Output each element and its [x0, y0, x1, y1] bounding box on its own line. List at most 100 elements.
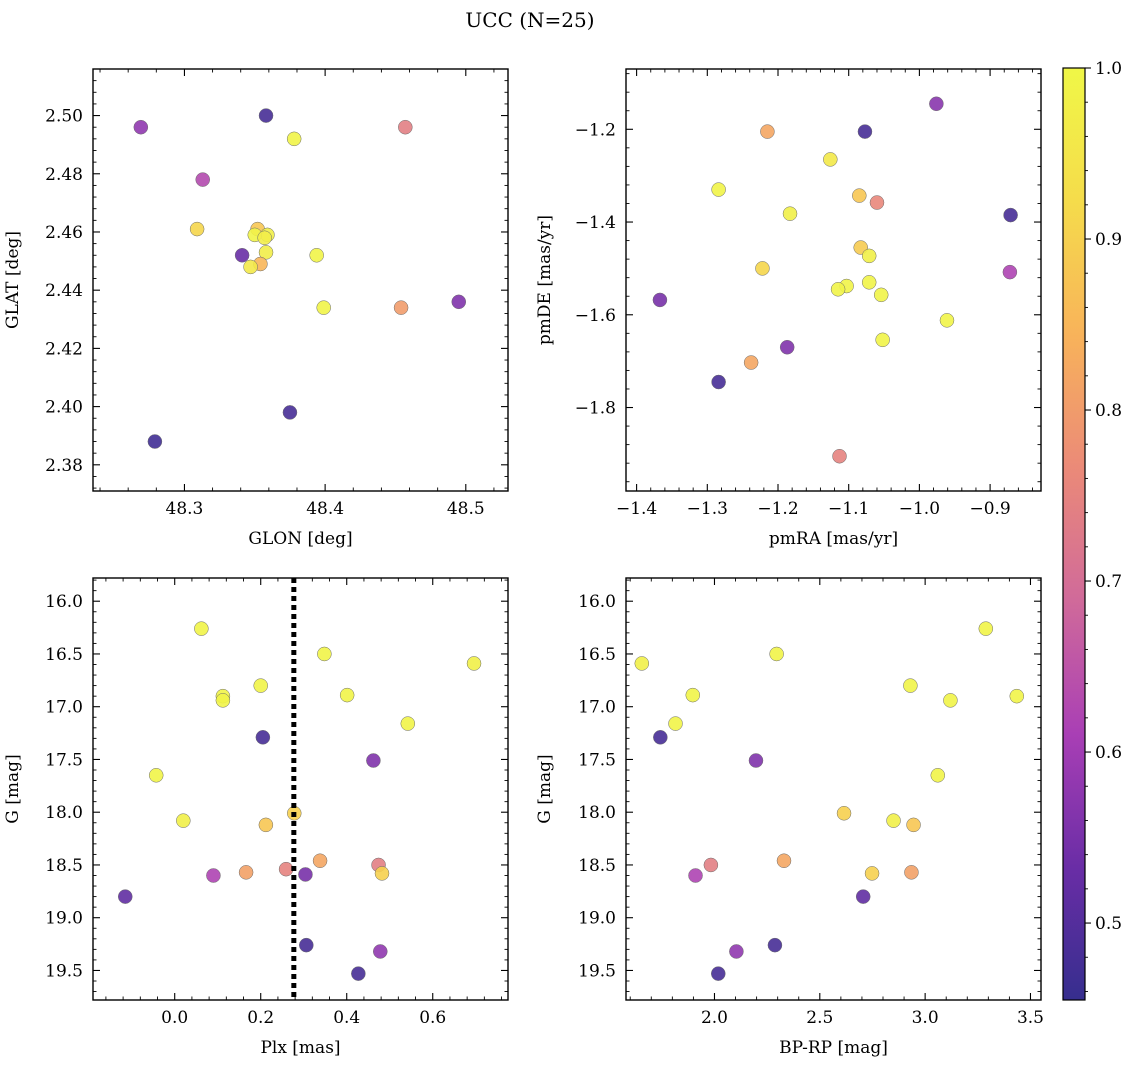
colorbar-tick-label: 1.0	[1095, 59, 1122, 79]
scatter-point	[398, 119, 413, 135]
figure-title: UCC (N=25)	[465, 8, 594, 32]
scatter-point	[1003, 207, 1018, 223]
scatter-point	[782, 206, 798, 221]
scatter-point	[118, 889, 133, 904]
scatter-point	[215, 693, 231, 708]
axes-frame	[92, 577, 509, 1001]
x-tick-label: 48.5	[447, 499, 485, 519]
scatter-point	[312, 853, 328, 868]
scatter-point	[864, 866, 880, 881]
x-tick-label: −1.2	[757, 499, 798, 519]
colorbar-tick-label: 0.9	[1095, 230, 1122, 250]
scatter-point	[729, 944, 744, 959]
scatter-point	[299, 937, 314, 953]
y-tick-label: 16.0	[45, 592, 83, 612]
scatter-point	[373, 944, 388, 959]
scatter-point	[743, 355, 759, 370]
x-tick-label: 0.4	[333, 1008, 360, 1028]
panel-glon-glat: 48.3 48.4 48.5 2.38 2.40 2.42 2.44 2.46 2.48 2.50…	[3, 68, 509, 549]
scatter-point	[711, 374, 726, 390]
y-tick-label: 16.0	[578, 592, 616, 612]
scatter-point	[278, 861, 294, 877]
panel-bprp-g: 2.0 2.5 3.0 3.5 16.0 16.5 17.0 17.5 18.0 18.5 19.0…	[535, 577, 1044, 1058]
scatter-point	[148, 768, 164, 783]
scatter-point	[711, 182, 726, 197]
scatter-point	[836, 806, 852, 821]
colorbar-bar	[1062, 67, 1086, 1001]
y-tick-label: 19.0	[578, 909, 616, 929]
x-axis-label: GLON [deg]	[248, 529, 352, 549]
scatter-point	[257, 230, 272, 246]
y-axis-label: pmDE [mas/yr]	[535, 215, 555, 345]
axes-frame	[625, 68, 1042, 492]
y-tick-label: 19.5	[45, 961, 83, 981]
scatter-point	[688, 868, 703, 883]
scatter-point	[904, 865, 919, 880]
x-tick-label: −1.4	[616, 499, 657, 519]
plot-area	[133, 108, 467, 449]
x-axis-label: Plx [mas]	[260, 1038, 340, 1058]
y-tick-label: 16.5	[45, 645, 83, 665]
scatter-point	[1009, 688, 1025, 704]
panel-pmra-pmde: −1.4 −1.3 −1.2 −1.1 −1.0 −0.9 −1.8 −1.6 −1.4 −1.2…	[535, 68, 1042, 549]
scatter-point	[316, 300, 331, 315]
y-tick-label: −1.2	[575, 120, 616, 140]
scatter-point	[929, 96, 944, 112]
scatter-point	[374, 866, 390, 881]
x-tick-label: 48.3	[166, 499, 204, 519]
y-tick-label: −1.8	[575, 399, 616, 419]
scatter-point	[906, 817, 921, 833]
y-tick-label: 18.0	[578, 803, 616, 823]
scatter-point	[133, 119, 149, 135]
colorbar: 0.5 0.6 0.7 0.8 0.9 1.0	[1062, 59, 1122, 1001]
x-tick-label: 0.6	[419, 1008, 446, 1028]
scatter-point	[855, 889, 871, 904]
colorbar-tick-label: 0.6	[1095, 743, 1122, 763]
scatter-point	[258, 108, 274, 123]
scatter-point	[652, 292, 668, 308]
scatter-point	[195, 172, 210, 187]
scatter-point	[873, 287, 889, 303]
scatter-point	[779, 339, 795, 355]
y-tick-label: 2.48	[45, 165, 83, 185]
scatter-point	[317, 646, 332, 662]
scatter-point	[711, 966, 726, 981]
scatter-point	[147, 434, 163, 449]
scatter-point	[176, 813, 191, 828]
x-tick-label: 48.4	[306, 499, 344, 519]
y-tick-label: 2.42	[45, 339, 83, 359]
axes-frame	[92, 68, 509, 492]
scatter-point	[685, 687, 701, 703]
colorbar-tick-label: 0.8	[1095, 401, 1122, 421]
y-tick-label: 2.44	[45, 281, 83, 301]
scatter-point	[189, 221, 205, 237]
colorbar-tick-label: 0.7	[1095, 572, 1122, 592]
y-tick-label: 2.46	[45, 223, 83, 243]
y-tick-label: 2.40	[45, 398, 83, 418]
x-axis-label: BP-RP [mag]	[779, 1038, 888, 1058]
scatter-point	[255, 730, 271, 745]
scatter-point	[769, 646, 784, 662]
plot-area	[634, 621, 1025, 981]
plot-area	[118, 578, 482, 1000]
scatter-point	[978, 621, 994, 636]
scatter-point	[194, 621, 209, 636]
y-tick-label: 17.5	[578, 750, 616, 770]
scatter-point	[1002, 264, 1018, 280]
scatter-point	[653, 730, 668, 745]
scatter-point	[451, 294, 467, 310]
y-tick-label: 19.0	[45, 909, 83, 929]
scatter-point	[852, 188, 867, 203]
scatter-point	[832, 448, 847, 464]
x-tick-label: −1.1	[828, 499, 869, 519]
x-tick-label: −0.9	[969, 499, 1010, 519]
y-tick-label: −1.6	[575, 306, 616, 326]
scatter-point	[755, 261, 770, 276]
scatter-point	[309, 248, 324, 263]
x-tick-label: 2.0	[701, 1008, 728, 1028]
y-axis-label: G [mag]	[535, 754, 555, 823]
y-tick-label: 18.5	[578, 856, 616, 876]
scatter-point	[253, 678, 268, 693]
scatter-point	[258, 245, 274, 260]
